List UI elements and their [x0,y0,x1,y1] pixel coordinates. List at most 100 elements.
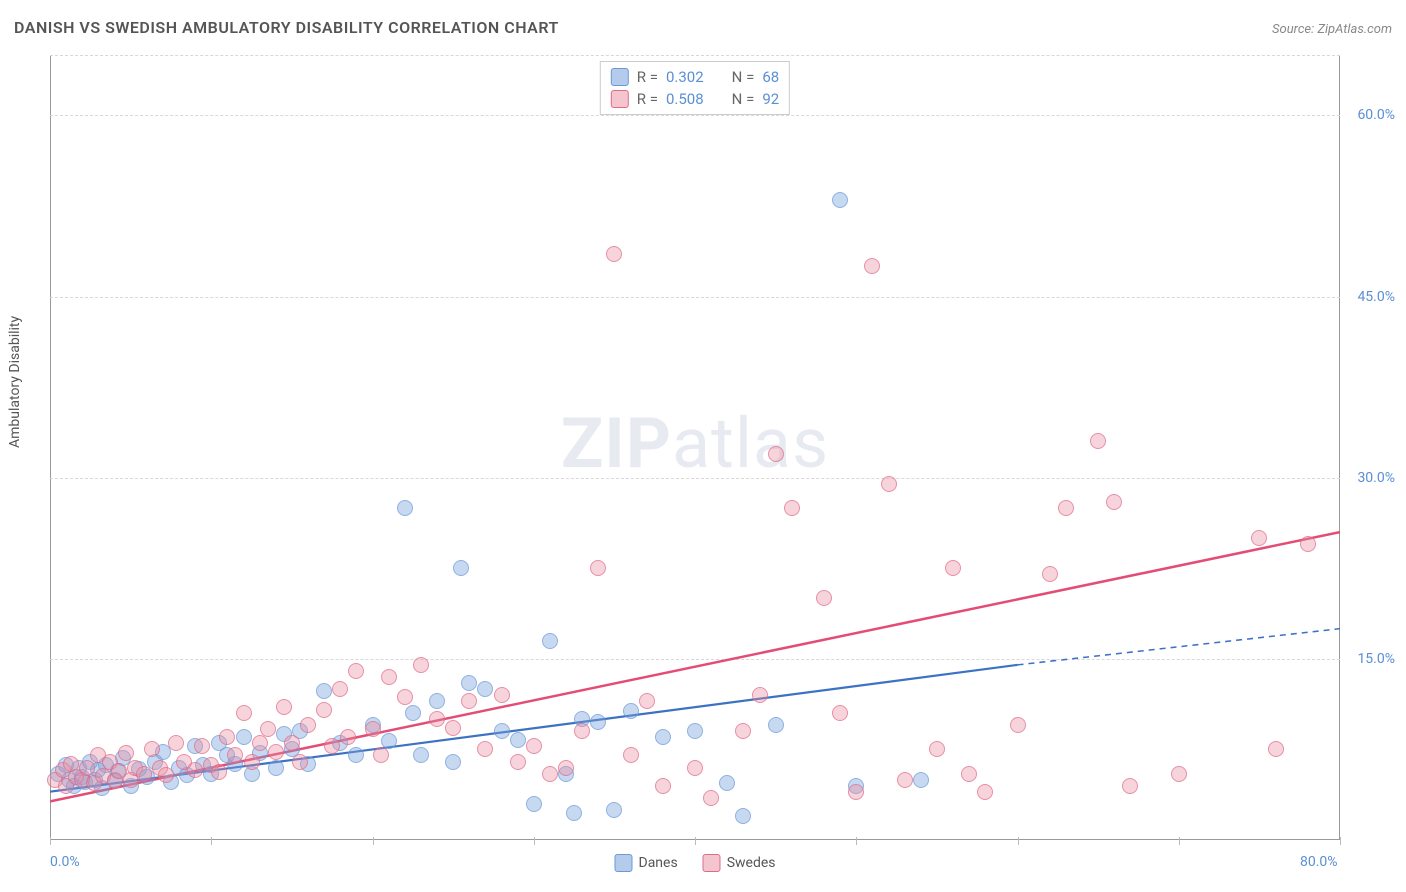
danes-point [405,705,421,721]
swedes-point [219,729,235,745]
swedes-point [752,687,768,703]
danes-point [461,675,477,691]
swedes-point [211,764,227,780]
swedes-point [1106,494,1122,510]
danes-point [566,805,582,821]
swedes-point [324,738,340,754]
swedes-point [897,772,913,788]
swedes-point [961,766,977,782]
legend-stats: R =0.302N =68R =0.508N =92 [600,61,790,115]
swedes-point [445,720,461,736]
danes-point [542,633,558,649]
swedes-point [118,745,134,761]
danes-point [348,747,364,763]
danes-point [687,723,703,739]
legend-item-danes: Danes [615,854,678,872]
swedes-point [1042,566,1058,582]
swedes-point [687,760,703,776]
swedes-point [373,747,389,763]
grid-line [50,55,1340,56]
swedes-point [1251,530,1267,546]
y-tick-label: 60.0% [1357,107,1395,123]
swedes-point [461,693,477,709]
trend-lines [50,55,1340,840]
legend-series: Danes Swedes [615,854,776,872]
swedes-swatch-icon [703,854,721,872]
swedes-point [144,741,160,757]
swedes-point [864,258,880,274]
r-label: R = [637,90,658,108]
danes-point [494,723,510,739]
y-axis-line [50,55,51,840]
y-tick-label: 30.0% [1357,470,1395,486]
swedes-point [168,735,184,751]
swedes-point [735,723,751,739]
danes-point [719,775,735,791]
x-tick-label: 80.0% [1300,854,1338,870]
danes-point [236,729,252,745]
swedes-point [1090,433,1106,449]
swedes-point [244,754,260,770]
swedes-point [526,738,542,754]
danes-point [832,192,848,208]
danes-point [316,683,332,699]
chart-header: DANISH VS SWEDISH AMBULATORY DISABILITY … [14,18,1392,37]
x-tick-mark [1179,837,1180,845]
danes-swatch-icon [615,854,633,872]
danes-point [606,802,622,818]
watermark: ZIPatlas [561,402,829,484]
watermark-zip: ZIP [561,402,672,484]
swedes-point [381,669,397,685]
swedes-point [623,747,639,763]
danes-point [268,760,284,776]
swedes-point [929,741,945,757]
swedes-point [158,767,174,783]
swedes-point [236,705,252,721]
swedes-point [639,693,655,709]
danes-point [735,808,751,824]
swedes-point [816,590,832,606]
x-tick-mark [50,837,51,845]
x-tick-mark [373,837,374,845]
danes-point [429,693,445,709]
danes-point [381,733,397,749]
swedes-point [340,729,356,745]
swedes-point [300,717,316,733]
chart-title: DANISH VS SWEDISH AMBULATORY DISABILITY … [14,18,559,37]
swedes-point [590,560,606,576]
swedes-point [606,246,622,262]
danes-point [445,754,461,770]
danes-point [913,772,929,788]
swedes-point [1300,536,1316,552]
danes-point [397,500,413,516]
swedes-point [276,699,292,715]
swedes-point [1122,778,1138,794]
swedes-point [1058,500,1074,516]
y-tick-label: 15.0% [1357,651,1395,667]
swedes-point [292,754,308,770]
n-label: N = [732,90,755,108]
danes-point [655,729,671,745]
swedes-point [268,744,284,760]
danes-point [453,560,469,576]
danes-point [413,747,429,763]
swedes-point [1171,766,1187,782]
swedes-point [945,560,961,576]
swedes-r-value: 0.508 [666,90,704,108]
r-label: R = [637,68,658,86]
swedes-point [260,721,276,737]
x-tick-mark [211,837,212,845]
swedes-point [1010,717,1026,733]
danes-legend-label: Danes [639,855,678,871]
swedes-point [542,766,558,782]
chart-plot-area: 15.0%30.0%45.0%60.0% 0.0%80.0% ZIPatlas … [50,55,1340,840]
legend-stats-row-swedes: R =0.508N =92 [611,88,779,110]
swedes-point [494,687,510,703]
swedes-point [429,711,445,727]
danes-point [526,796,542,812]
swedes-point [848,784,864,800]
source-attribution: Source: ZipAtlas.com [1272,22,1392,37]
swedes-point [187,762,203,778]
swedes-swatch-icon [611,90,629,108]
legend-item-swedes: Swedes [703,854,776,872]
